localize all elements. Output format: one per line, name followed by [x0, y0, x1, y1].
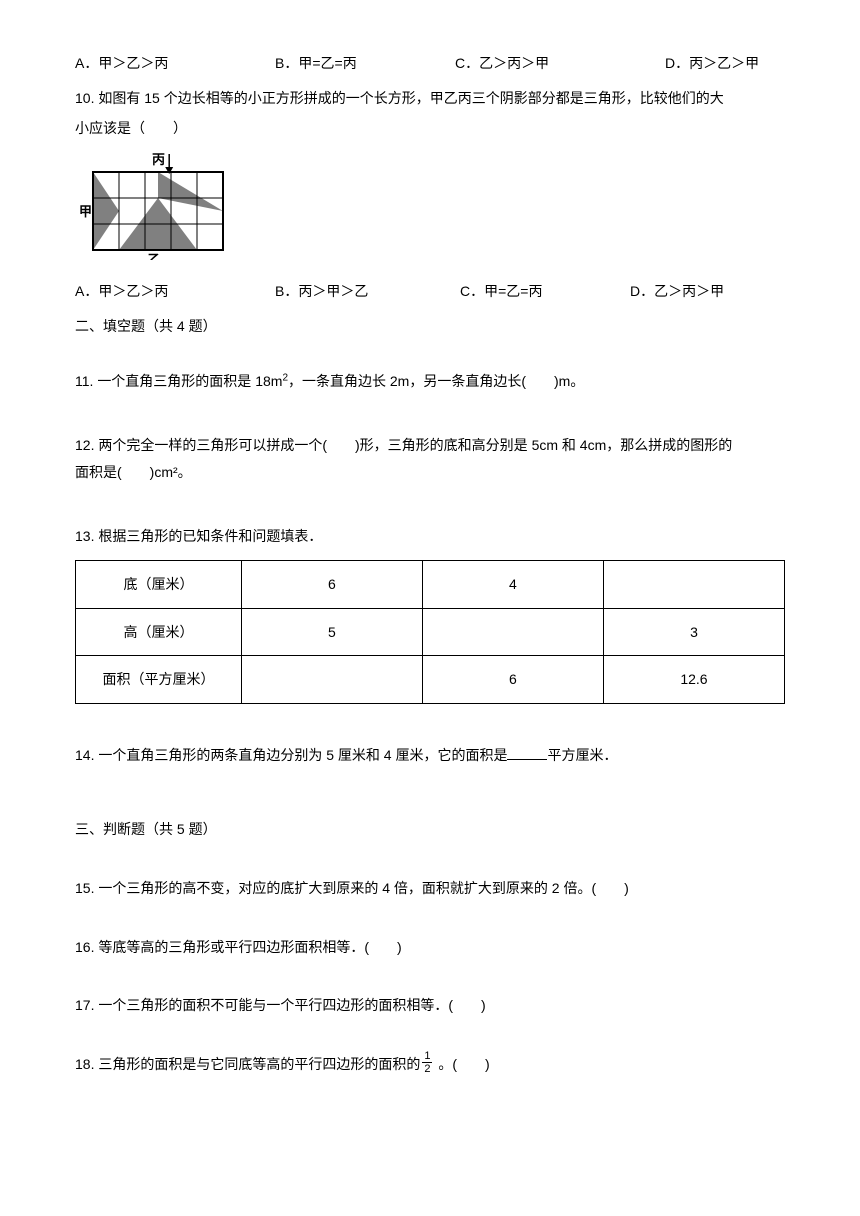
q18-frac-num: 1	[422, 1050, 432, 1063]
q18-text-after: 。( )	[434, 1056, 489, 1072]
q10-opt-b: B．丙＞甲＞乙	[275, 278, 460, 305]
table-row: 高（厘米）5 3	[76, 608, 785, 656]
section2-title: 二、填空题（共 4 题）	[75, 313, 785, 340]
q13: 13. 根据三角形的已知条件和问题填表． 底（厘米）64高（厘米）53面积（平方…	[75, 523, 785, 703]
table-cell: 6	[422, 656, 603, 704]
q9-opt-c: C．乙＞丙＞甲	[455, 50, 665, 77]
q12: 12. 两个完全一样的三角形可以拼成一个( )形，三角形的底和高分别是 5cm …	[75, 432, 785, 485]
q17: 17. 一个三角形的面积不可能与一个平行四边形的面积相等．( )	[75, 992, 785, 1019]
q13-table: 底（厘米）64高（厘米）53面积（平方厘米）612.6	[75, 560, 785, 704]
table-row: 面积（平方厘米） 612.6	[76, 656, 785, 704]
q16: 16. 等底等高的三角形或平行四边形面积相等．( )	[75, 934, 785, 961]
q14-text-after: 平方厘米．	[547, 747, 617, 763]
svg-text:甲: 甲	[79, 204, 92, 219]
q14-blank	[507, 746, 547, 760]
section3-title: 三、判断题（共 5 题）	[75, 816, 785, 843]
q9-opt-d: D．丙＞乙＞甲	[665, 50, 795, 77]
table-cell: 3	[603, 608, 784, 656]
q14-text-before: 14. 一个直角三角形的两条直角边分别为 5 厘米和 4 厘米，它的面积是	[75, 747, 507, 763]
q12-line2: 面积是( )cm²。	[75, 459, 785, 486]
q11-text-b: ，一条直角边长 2m，另一条直角边长( )m。	[288, 373, 584, 389]
table-cell: 5	[241, 608, 422, 656]
table-cell: 6	[241, 560, 422, 608]
svg-text:丙: 丙	[152, 152, 165, 167]
table-cell	[241, 656, 422, 704]
q11-text-a: 11. 一个直角三角形的面积是 18m	[75, 373, 282, 389]
q10-options: A．甲＞乙＞丙 B．丙＞甲＞乙 C．甲=乙=丙 D．乙＞丙＞甲	[75, 278, 785, 305]
q12-line1: 12. 两个完全一样的三角形可以拼成一个( )形，三角形的底和高分别是 5cm …	[75, 432, 785, 459]
q15: 15. 一个三角形的高不变，对应的底扩大到原来的 4 倍，面积就扩大到原来的 2…	[75, 875, 785, 902]
q10-opt-c: C．甲=乙=丙	[460, 278, 630, 305]
table-cell: 4	[422, 560, 603, 608]
table-cell: 面积（平方厘米）	[76, 656, 242, 704]
q18-text-before: 18. 三角形的面积是与它同底等高的平行四边形的面积的	[75, 1056, 420, 1072]
table-cell	[603, 560, 784, 608]
svg-text:乙: 乙	[148, 252, 161, 260]
q10-diagram: 甲乙 丙	[75, 150, 785, 269]
q10-opt-d: D．乙＞丙＞甲	[630, 278, 770, 305]
q18: 18. 三角形的面积是与它同底等高的平行四边形的面积的12 。( )	[75, 1051, 785, 1078]
q18-frac-den: 2	[422, 1063, 432, 1075]
q11: 11. 一个直角三角形的面积是 18m2，一条直角边长 2m，另一条直角边长( …	[75, 368, 785, 395]
q10-line1: 10. 如图有 15 个边长相等的小正方形拼成的一个长方形，甲乙丙三个阴影部分都…	[75, 85, 785, 112]
table-cell: 底（厘米）	[76, 560, 242, 608]
table-cell	[422, 608, 603, 656]
q14: 14. 一个直角三角形的两条直角边分别为 5 厘米和 4 厘米，它的面积是 平方厘…	[75, 742, 785, 769]
q9-opt-a: A．甲＞乙＞丙	[75, 50, 275, 77]
table-cell: 12.6	[603, 656, 784, 704]
q9-opt-b: B．甲=乙=丙	[275, 50, 455, 77]
q13-intro: 13. 根据三角形的已知条件和问题填表．	[75, 523, 785, 550]
q10-diagram-svg: 甲乙 丙	[75, 150, 235, 260]
q10-opt-a: A．甲＞乙＞丙	[75, 278, 275, 305]
q9-options: A．甲＞乙＞丙 B．甲=乙=丙 C．乙＞丙＞甲 D．丙＞乙＞甲	[75, 50, 785, 77]
table-cell: 高（厘米）	[76, 608, 242, 656]
q10-line2: 小应该是（ ）	[75, 115, 785, 142]
table-row: 底（厘米）64	[76, 560, 785, 608]
q18-fraction: 12	[422, 1050, 432, 1075]
